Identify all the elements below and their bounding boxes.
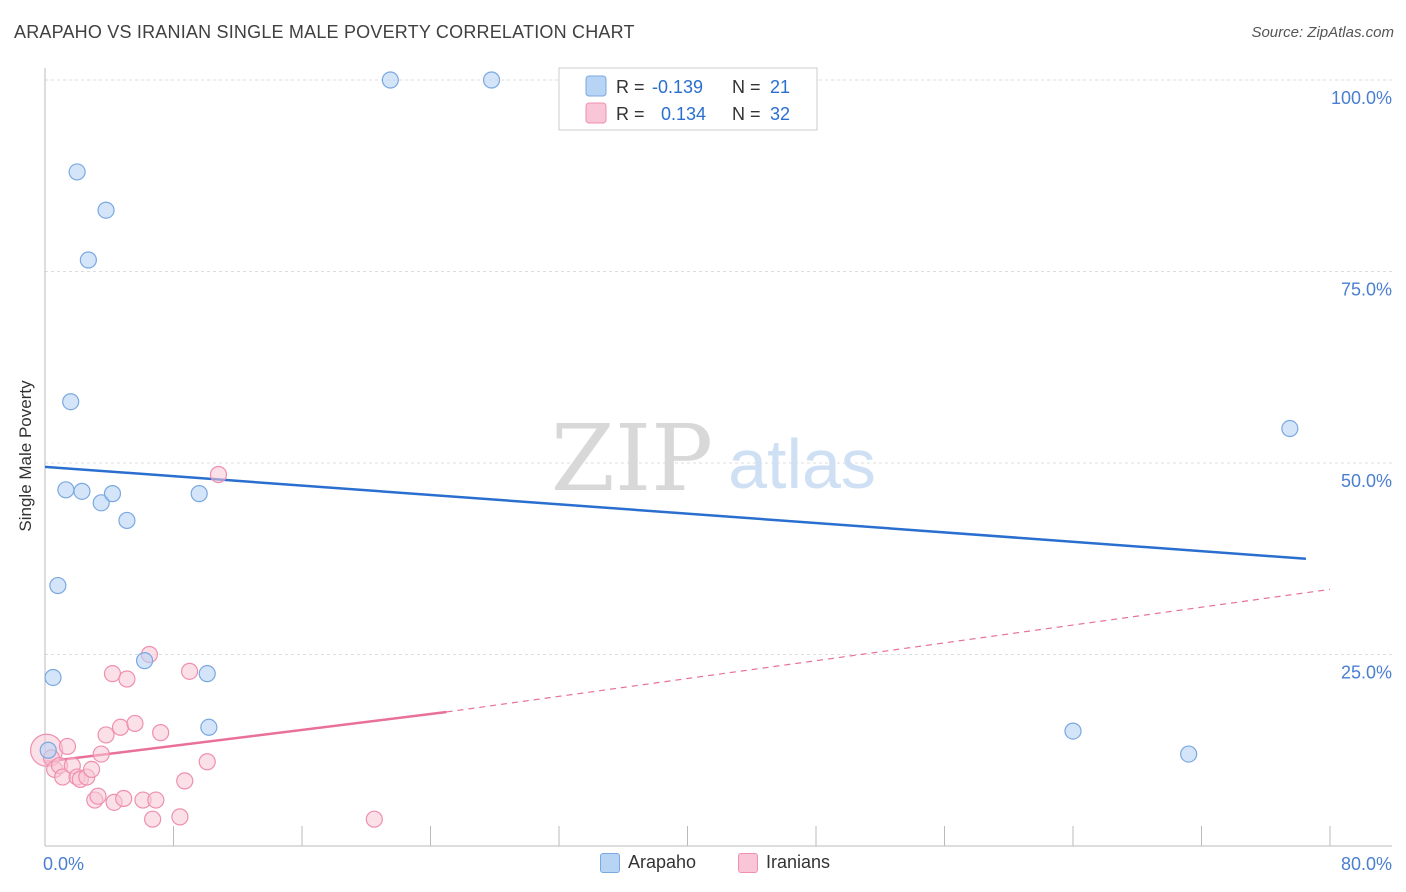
- watermark-zip: ZIP: [551, 405, 713, 512]
- legend-label-iranians: Iranians: [766, 852, 831, 872]
- grid-lines: [45, 79, 1392, 655]
- trend-line-iranians: [44, 710, 447, 763]
- correlation-legend: R = -0.139 N = 21 R = 0.134 N = 32: [558, 67, 818, 131]
- point-arapaho: [118, 511, 136, 530]
- tick-labels: 25.0% 50.0% 75.0% 100.0% 0.0% 80.0%: [43, 88, 1392, 874]
- data-points: [30, 71, 1299, 828]
- legend-r-label-iranians: R =: [616, 104, 645, 124]
- point-arapaho: [97, 201, 115, 219]
- point-arapaho: [482, 71, 501, 89]
- point-arapaho: [49, 576, 67, 595]
- point-iranians: [82, 760, 101, 779]
- point-iranians: [171, 808, 189, 826]
- legend-n-label-iranians: N =: [732, 104, 761, 124]
- point-iranians: [176, 772, 194, 790]
- point-arapaho: [44, 668, 62, 687]
- y-tick-label-0: 25.0%: [1341, 663, 1392, 683]
- source-label: Source: ZipAtlas.com: [1251, 24, 1394, 41]
- legend-swatch-iranians-bottom: [738, 852, 758, 873]
- y-tick-label-1: 50.0%: [1341, 471, 1392, 491]
- point-iranians: [365, 810, 383, 828]
- legend-r-value-iranians: 0.134: [661, 104, 706, 124]
- point-iranians: [89, 787, 107, 805]
- point-iranians: [111, 718, 130, 736]
- point-iranians: [144, 810, 162, 828]
- point-iranians: [92, 745, 110, 763]
- y-tick-label-2: 75.0%: [1341, 280, 1392, 300]
- point-iranians: [115, 789, 133, 808]
- point-arapaho: [198, 665, 216, 683]
- point-arapaho: [68, 163, 86, 181]
- chart-title: ARAPAHO VS IRANIAN SINGLE MALE POVERTY C…: [14, 22, 635, 42]
- point-iranians: [198, 753, 216, 771]
- point-arapaho: [103, 485, 122, 503]
- point-arapaho: [381, 71, 399, 89]
- legend-label-arapaho: Arapaho: [628, 852, 697, 872]
- point-arapaho: [62, 393, 80, 411]
- point-iranians: [126, 714, 144, 733]
- point-arapaho: [73, 482, 91, 500]
- trend-lines: [44, 465, 1331, 763]
- legend-swatch-arapaho-bottom: [600, 852, 620, 873]
- legend-item-arapaho[interactable]: Arapaho: [600, 852, 696, 873]
- point-arapaho: [1180, 745, 1198, 763]
- legend-item-iranians[interactable]: Iranians: [738, 852, 830, 873]
- watermark-atlas: atlas: [728, 425, 876, 503]
- point-arapaho: [1281, 419, 1299, 438]
- point-arapaho: [57, 481, 75, 499]
- trend-line-arapaho: [44, 465, 1306, 560]
- point-iranians: [152, 724, 170, 742]
- legend-n-value-iranians: 32: [770, 104, 790, 124]
- legend-swatch-iranians: [585, 102, 607, 124]
- x-tick-label-min: 0.0%: [43, 854, 84, 874]
- legend-swatch-arapaho: [585, 75, 607, 97]
- axes: [44, 68, 1392, 847]
- point-iranians: [147, 791, 165, 809]
- legend-r-value-arapaho: -0.139: [652, 77, 703, 97]
- point-arapaho: [135, 652, 154, 670]
- point-iranians: [209, 465, 228, 484]
- y-tick-label-3: 100.0%: [1331, 88, 1392, 108]
- trend-line-iranians-projection: [446, 588, 1331, 713]
- point-arapaho: [190, 485, 208, 503]
- point-arapaho: [79, 251, 97, 269]
- point-arapaho: [200, 718, 218, 736]
- point-iranians: [58, 737, 77, 756]
- legend-r-label-arapaho: R =: [616, 77, 645, 97]
- point-iranians: [118, 670, 136, 688]
- point-arapaho: [1064, 722, 1082, 740]
- series-legend: Arapaho Iranians: [0, 852, 1406, 878]
- x-tick-label-max: 80.0%: [1341, 854, 1392, 874]
- point-iranians: [97, 726, 115, 744]
- point-arapaho: [92, 494, 110, 512]
- watermark: ZIP atlas: [551, 405, 876, 512]
- legend-n-value-arapaho: 21: [770, 77, 790, 97]
- legend-n-label-arapaho: N =: [732, 77, 761, 97]
- point-arapaho: [39, 741, 57, 759]
- point-iranians: [103, 665, 122, 683]
- point-iranians: [180, 662, 199, 680]
